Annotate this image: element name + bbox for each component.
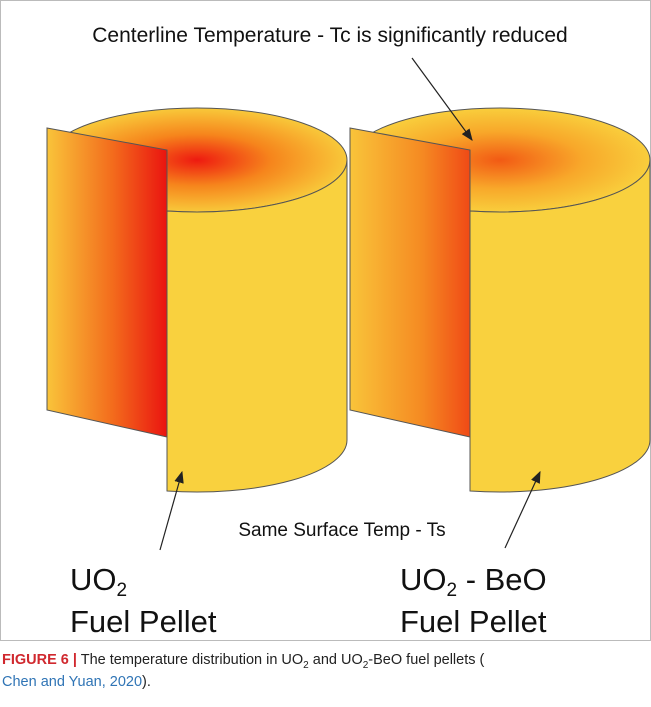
subscript: 2 <box>117 580 128 601</box>
caption-label: FIGURE 6 | <box>2 652 77 668</box>
arrow <box>504 470 541 549</box>
subscript: 2 <box>447 580 458 601</box>
caption-text: -BeO fuel pellets ( <box>368 652 484 668</box>
pellet-side <box>166 159 348 493</box>
subscript: 2 <box>303 660 309 671</box>
subscript: 2 <box>363 660 369 671</box>
caption-text: ). <box>142 674 151 690</box>
citation[interactable]: Chen and Yuan, 2020 <box>2 674 142 690</box>
suffix: - BeO <box>457 562 547 597</box>
pellet-formula: UO2 <box>70 562 127 601</box>
bottom-annotation: Same Surface Temp - Ts <box>238 520 445 541</box>
pellets <box>46 107 651 493</box>
arrow <box>159 470 184 551</box>
pellet-label: Fuel Pellet <box>400 604 547 639</box>
caption-line: Chen and Yuan, 2020). <box>2 674 151 690</box>
arrow <box>411 57 473 141</box>
pellet-cut-face <box>46 127 168 438</box>
formula: UO <box>70 562 117 597</box>
caption-text: and UO <box>309 652 363 668</box>
caption-line: FIGURE 6 | The temperature distribution … <box>2 652 485 671</box>
formula: UO <box>400 562 447 597</box>
pellet-formula: UO2 - BeO <box>400 562 547 601</box>
pellet-label: Fuel Pellet <box>70 604 217 639</box>
top-annotation: Centerline Temperature - Tc is significa… <box>92 24 567 47</box>
pellet-cut-face <box>349 127 471 438</box>
pellet-side <box>469 159 651 493</box>
caption-text: The temperature distribution in UO <box>77 652 303 668</box>
